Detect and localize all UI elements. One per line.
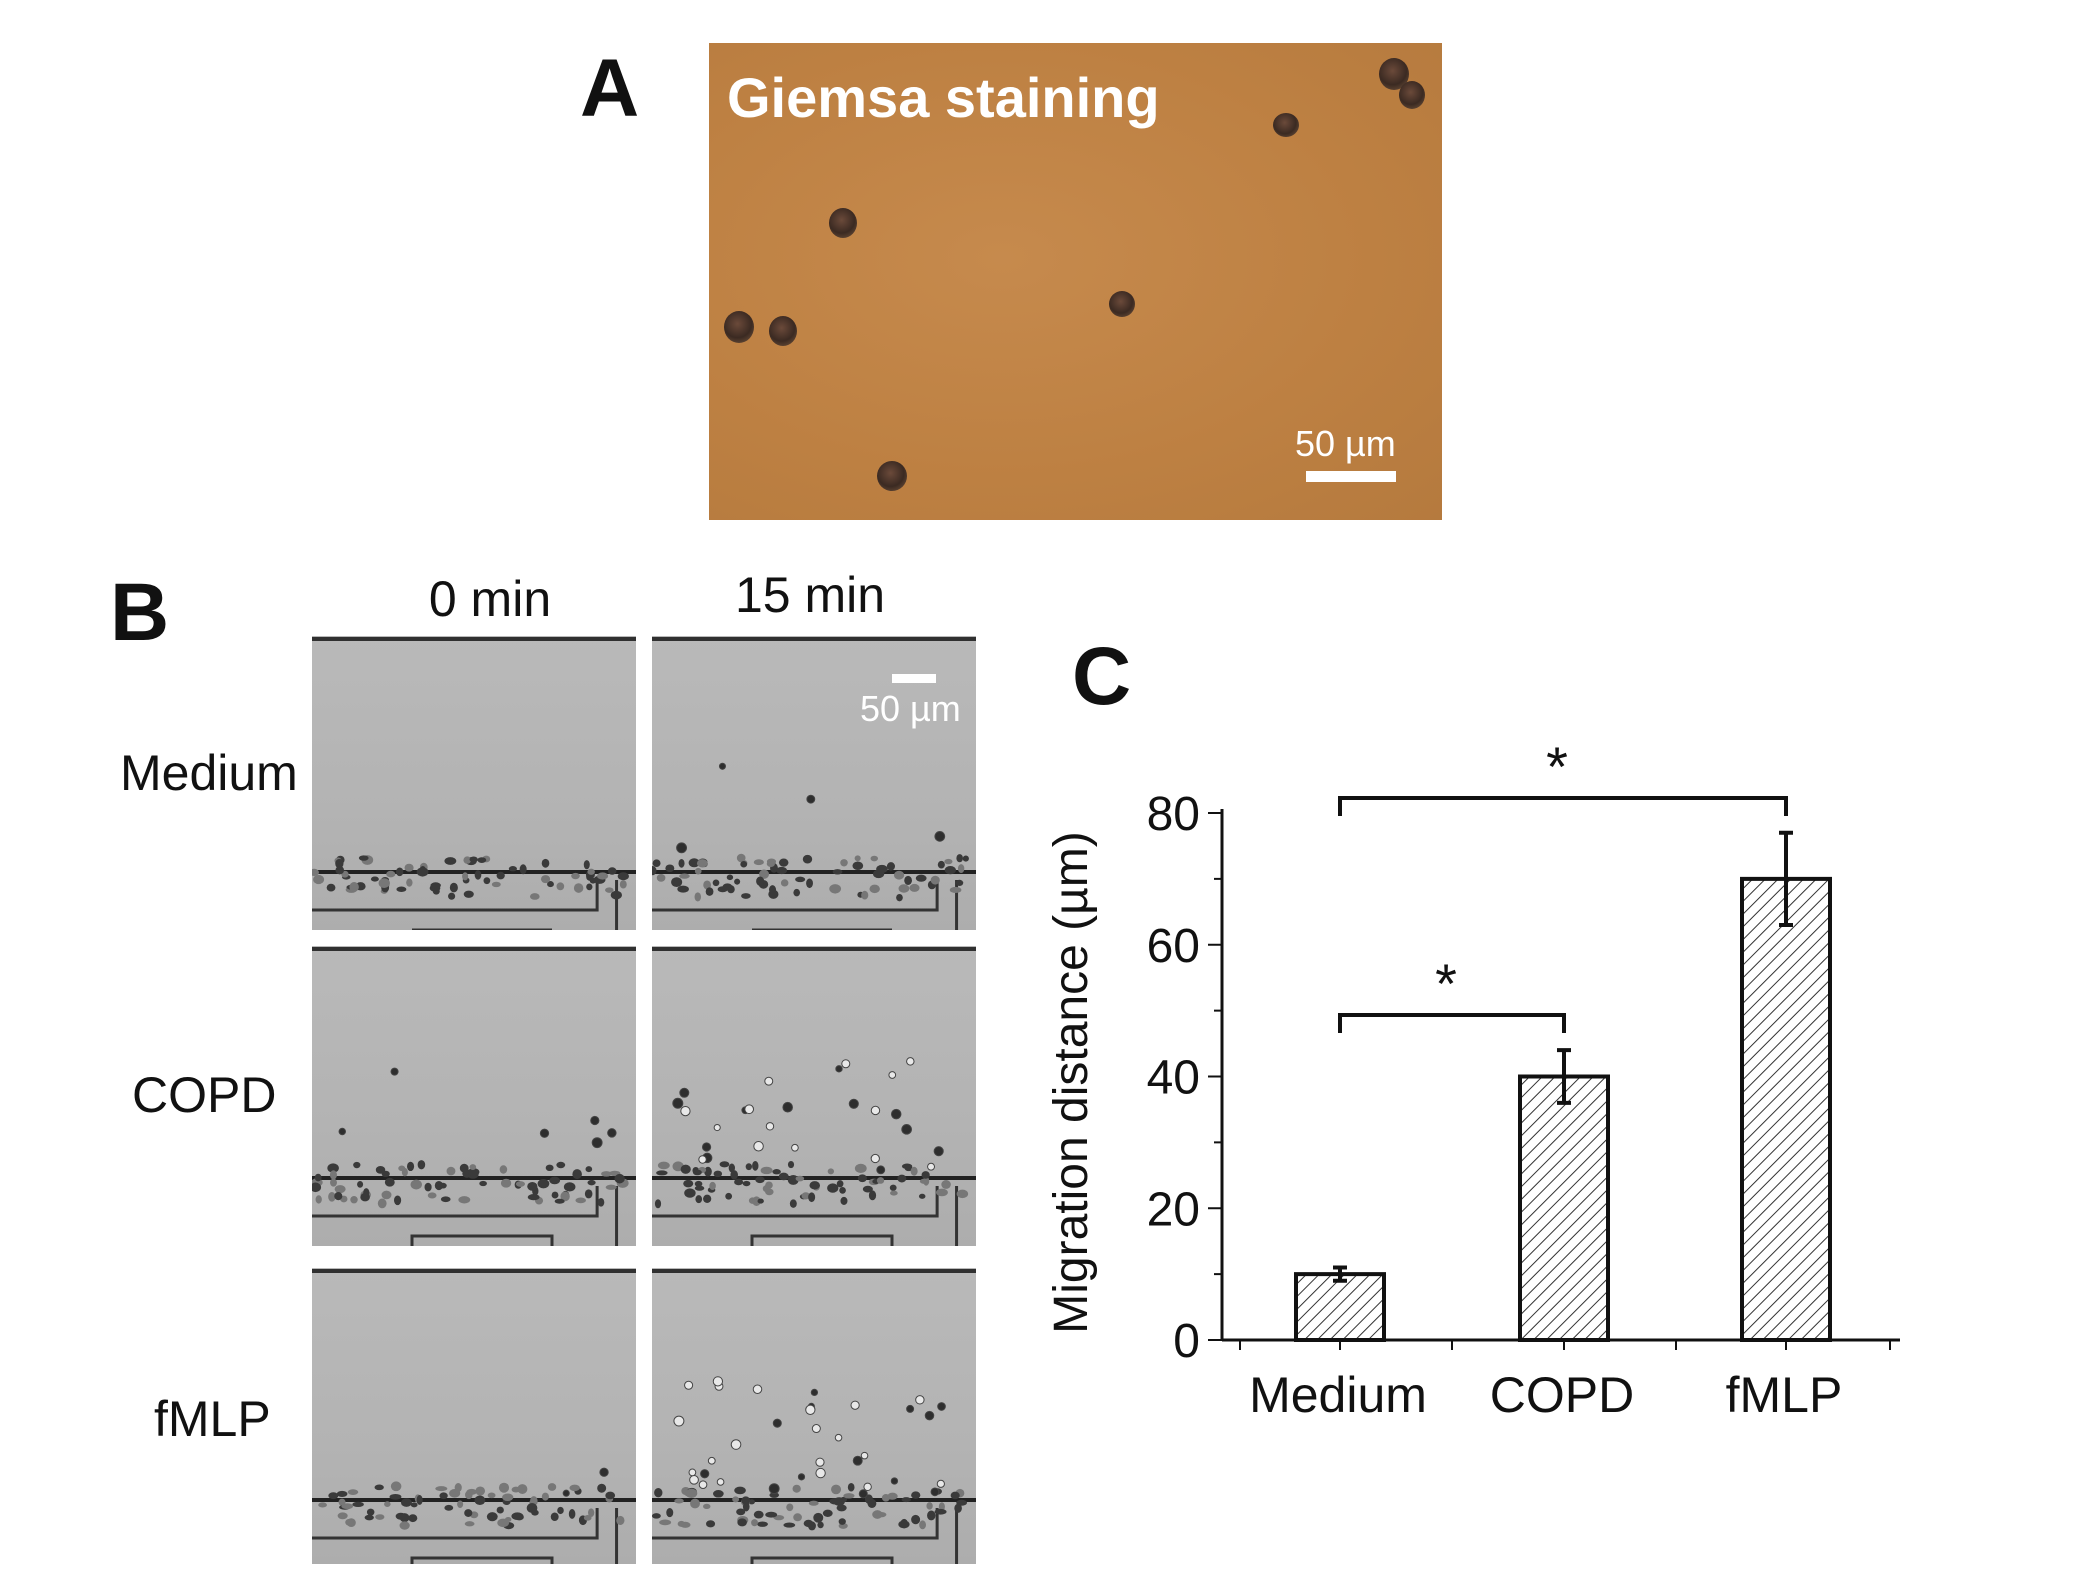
y-axis-label: Migration distance (µm) — [1045, 831, 1098, 1333]
error-bar-fmlp — [1779, 830, 1793, 927]
panel-b-scale-label: 50 µm — [860, 688, 961, 729]
time-label-0min: 0 min — [428, 571, 552, 627]
micrograph-medium-0min — [312, 636, 636, 930]
micrograph-fmlp-15min — [652, 1268, 976, 1564]
error-bar-medium — [1333, 1265, 1347, 1283]
panel-a-scalebar — [1306, 471, 1396, 482]
panel-a-title: Giemsa staining — [727, 66, 1160, 129]
x-tick-label: Medium — [1249, 1367, 1427, 1423]
bar-medium — [1294, 1272, 1386, 1342]
error-bar-copd — [1557, 1048, 1571, 1105]
giemsa-micrograph: Giemsa staining 50 µm — [709, 43, 1442, 520]
panel-a-letter: A — [580, 43, 640, 134]
micrograph-texture — [652, 637, 976, 930]
significance-bracket — [1338, 796, 1788, 816]
y-tick-label: 60 — [1147, 920, 1200, 973]
panel-b-letter: B — [110, 567, 170, 658]
micrograph-texture — [312, 947, 636, 1246]
panel-a-scale-label: 50 µm — [1295, 423, 1396, 464]
x-tick-label: fMLP — [1726, 1367, 1843, 1423]
micrograph-medium-15min: 50 µm — [652, 636, 976, 930]
significance-star: * — [1546, 735, 1568, 798]
bar-fmlp — [1740, 876, 1832, 1342]
time-label-15min: 15 min — [734, 567, 886, 623]
row-label-fmlp: fMLP — [154, 1391, 271, 1447]
migration-bar-chart: 0 20 40 60 80 Medium COPD fMLP * * Migration dista… — [1045, 735, 1900, 1423]
micrograph-texture — [312, 1269, 636, 1564]
micrograph-fmlp-0min — [312, 1268, 636, 1564]
y-tick-label: 20 — [1147, 1183, 1200, 1236]
x-tick-label: COPD — [1490, 1367, 1634, 1423]
significance-star: * — [1435, 952, 1457, 1015]
y-tick-label: 40 — [1147, 1052, 1200, 1105]
row-label-copd: COPD — [132, 1067, 277, 1123]
panel-c-letter: C — [1072, 631, 1132, 722]
micrograph-copd-15min — [652, 946, 976, 1246]
micrograph-texture — [652, 947, 976, 1246]
bar-copd — [1518, 1074, 1610, 1342]
micrograph-texture — [652, 1269, 976, 1564]
micrograph-copd-0min — [312, 946, 636, 1246]
micrograph-texture — [312, 637, 636, 930]
row-label-medium: Medium — [120, 745, 298, 801]
y-tick-label: 80 — [1147, 788, 1200, 841]
panel-b-scalebar — [892, 674, 936, 683]
significance-bracket — [1338, 1013, 1566, 1033]
y-tick-label: 0 — [1173, 1315, 1200, 1368]
